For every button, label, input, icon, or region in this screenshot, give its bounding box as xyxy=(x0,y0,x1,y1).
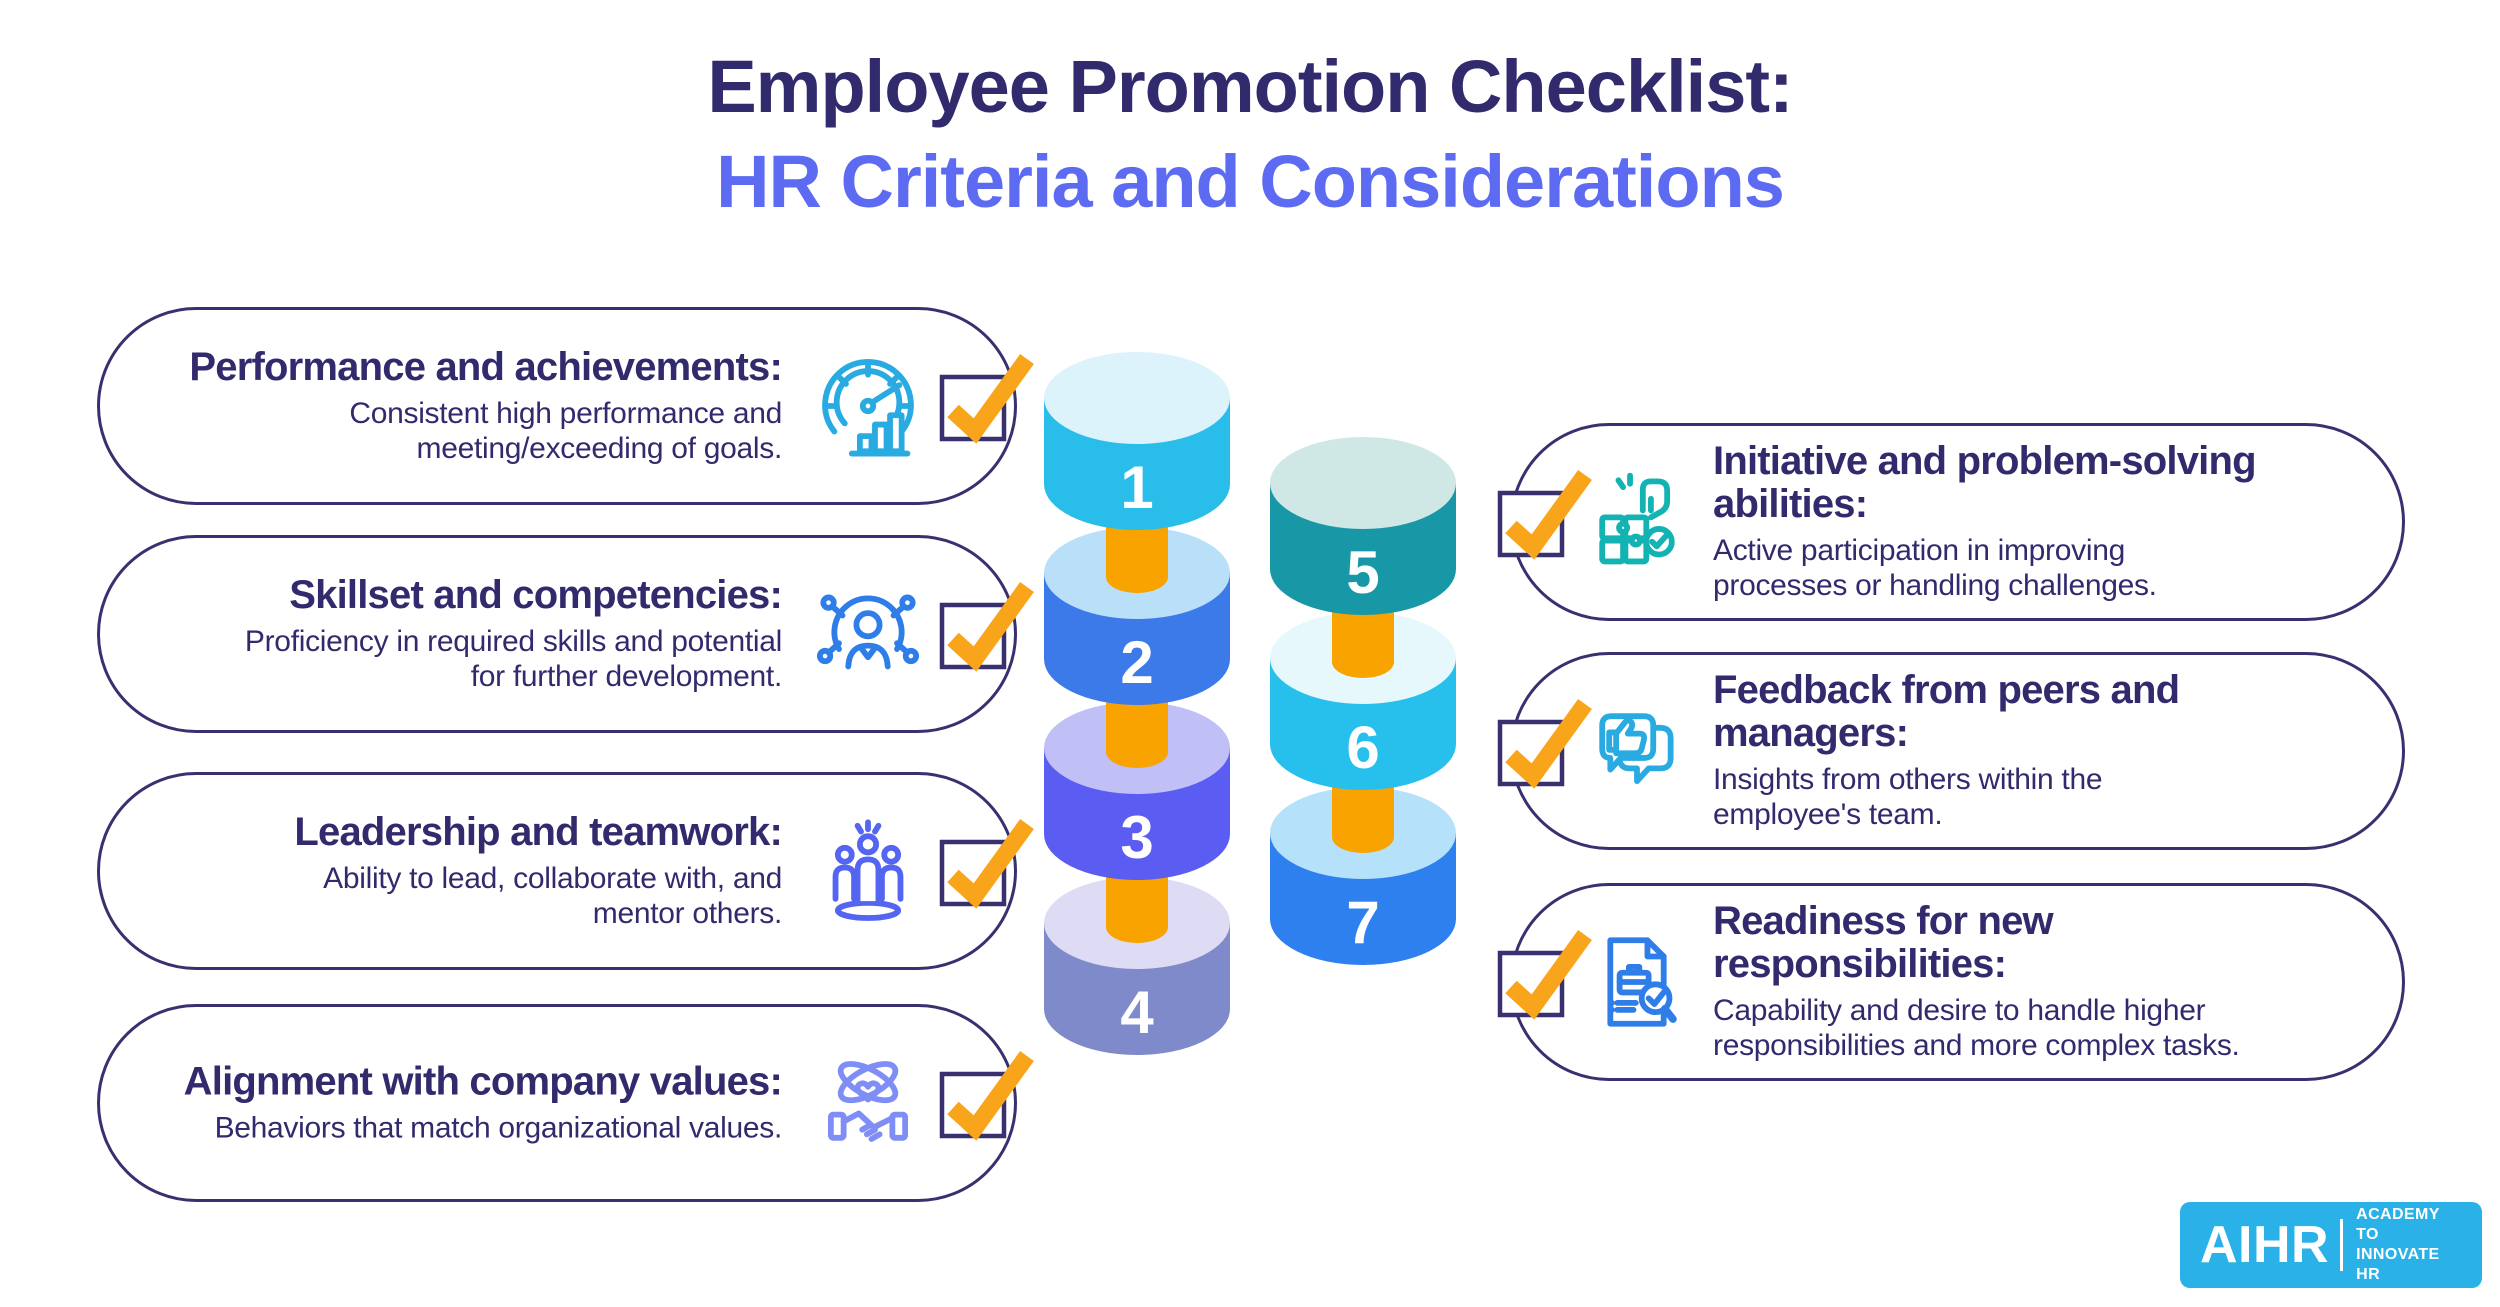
cylinder-stack-right: 7 6 5 xyxy=(1270,437,1456,965)
title-line-1: Employee Promotion Checklist: xyxy=(707,45,1793,128)
aihr-logo-tagline-line2: INNOVATE HR xyxy=(2356,1246,2440,1283)
checked-checkbox-icon xyxy=(1497,930,1592,1020)
svg-text:6: 6 xyxy=(1346,714,1379,781)
card-text: Feedback from peers and managers: Insigh… xyxy=(1713,669,2362,833)
svg-text:7: 7 xyxy=(1346,889,1379,956)
logo-divider xyxy=(2340,1219,2344,1271)
cylinder-stack-left: 4 3 2 1 xyxy=(1044,352,1230,1055)
card-text: Skillset and competencies: Proficiency i… xyxy=(140,572,783,694)
card-heading: Initiative and problem-solving abilities… xyxy=(1713,439,2257,527)
card-heading: Alignment with company values: xyxy=(183,1059,783,1104)
checklist-card-feedback: Feedback from peers and managers: Insigh… xyxy=(1497,652,2405,850)
card-heading: Leadership and teamwork: xyxy=(294,809,782,854)
team-icon xyxy=(810,813,926,929)
puzzle-hand-icon xyxy=(1579,464,1695,580)
checklist-card-alignment: Alignment with company values: Behaviors… xyxy=(97,1004,1034,1202)
checked-checkbox-icon xyxy=(939,582,1034,672)
svg-text:5: 5 xyxy=(1346,539,1379,606)
card-description: Active participation in improving proces… xyxy=(1713,534,2157,603)
card-description: Insights from others within the employee… xyxy=(1713,763,2103,832)
handshake-icon xyxy=(810,1045,926,1161)
card-heading: Skillset and competencies: xyxy=(289,572,783,617)
card-description: Proficiency in required skills and poten… xyxy=(244,625,782,694)
card-description: Consistent high performance and meeting/… xyxy=(349,397,782,466)
checklist-card-skillset: Skillset and competencies: Proficiency i… xyxy=(97,535,1034,733)
card-heading: Performance and achievements: xyxy=(189,344,782,389)
card-text: Leadership and teamwork: Ability to lead… xyxy=(140,809,782,931)
card-text: Readiness for new responsibilities: Capa… xyxy=(1713,900,2362,1064)
svg-text:4: 4 xyxy=(1120,979,1154,1046)
checked-checkbox-icon xyxy=(1497,699,1592,789)
checked-checkbox-icon xyxy=(939,819,1034,909)
speedometer-icon xyxy=(810,348,926,464)
card-text: Alignment with company values: Behaviors… xyxy=(140,1059,783,1145)
svg-text:3: 3 xyxy=(1120,804,1153,871)
card-heading: Feedback from peers and managers: xyxy=(1713,668,2180,756)
card-description: Ability to lead, collaborate with, and m… xyxy=(323,862,782,931)
checked-checkbox-icon xyxy=(1497,470,1592,560)
checklist-card-initiative: Initiative and problem-solving abilities… xyxy=(1497,423,2405,621)
card-heading: Readiness for new responsibilities: xyxy=(1713,899,2054,987)
page-title: Employee Promotion Checklist: HR Criteri… xyxy=(0,40,2500,229)
card-text: Initiative and problem-solving abilities… xyxy=(1713,440,2362,604)
checklist-card-readiness: Readiness for new responsibilities: Capa… xyxy=(1497,883,2405,1081)
person-network-icon xyxy=(810,576,926,692)
aihr-logo-brand: AIHR xyxy=(2200,1216,2330,1274)
checklist-card-leadership: Leadership and teamwork: Ability to lead… xyxy=(97,772,1034,970)
checked-checkbox-icon xyxy=(939,354,1034,444)
card-description: Behaviors that match organizational valu… xyxy=(214,1111,783,1145)
checklist-card-performance: Performance and achievements: Consistent… xyxy=(97,307,1034,505)
checked-checkbox-icon xyxy=(939,1051,1034,1141)
title-line-2: HR Criteria and Considerations xyxy=(716,139,1785,223)
thumbs-up-chat-icon xyxy=(1579,693,1695,809)
svg-text:1: 1 xyxy=(1120,454,1153,521)
card-text: Performance and achievements: Consistent… xyxy=(140,344,782,466)
aihr-logo: AIHR ACADEMY TO INNOVATE HR xyxy=(2180,1202,2482,1288)
aihr-logo-tagline-line1: ACADEMY TO xyxy=(2356,1206,2440,1243)
document-review-icon xyxy=(1579,924,1695,1040)
svg-text:2: 2 xyxy=(1120,629,1153,696)
aihr-logo-tagline: ACADEMY TO INNOVATE HR xyxy=(2356,1205,2462,1285)
card-description: Capability and desire to handle higher r… xyxy=(1713,994,2240,1063)
